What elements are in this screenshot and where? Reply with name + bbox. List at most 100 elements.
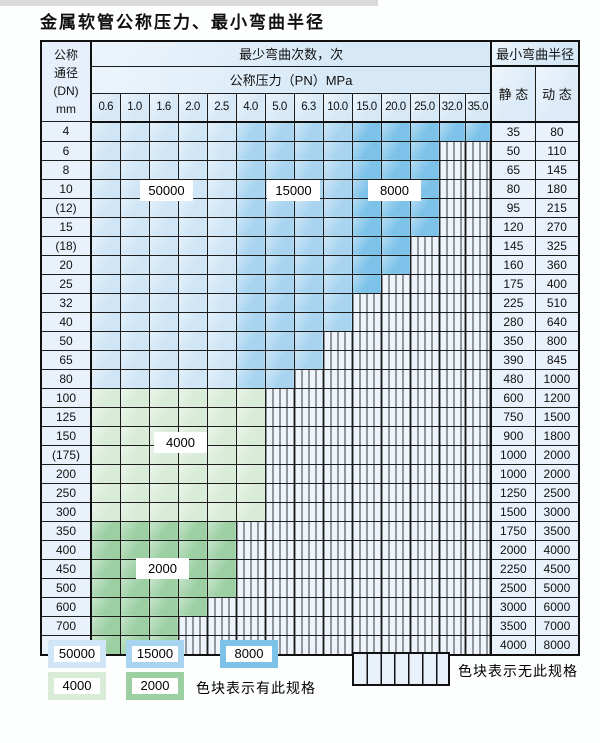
no-spec-cell xyxy=(264,501,295,522)
no-spec-cell xyxy=(322,634,353,655)
no-spec-cell xyxy=(293,615,324,636)
no-spec-cell xyxy=(380,577,411,598)
spec-cell xyxy=(264,121,295,142)
spec-cell xyxy=(235,463,266,484)
no-spec-cell xyxy=(351,539,382,560)
static-cell: 50 xyxy=(490,140,536,161)
spec-cell xyxy=(177,216,208,237)
dynamic-cell: 1000 xyxy=(534,368,580,389)
spec-cell xyxy=(409,216,440,237)
static-cell: 280 xyxy=(490,311,536,332)
no-spec-cell xyxy=(380,634,411,655)
cycles-overlay-15000: 15000 xyxy=(267,180,320,201)
no-spec-cell xyxy=(464,235,493,256)
spec-cell xyxy=(235,121,266,142)
spec-cell xyxy=(119,444,150,465)
pressure-header-2.0: 2.0 xyxy=(177,92,208,123)
spec-cell xyxy=(206,501,237,522)
static-cell: 750 xyxy=(490,406,536,427)
no-spec-cell xyxy=(464,558,493,579)
static-cell: 350 xyxy=(490,330,536,351)
no-spec-cell xyxy=(409,615,440,636)
no-spec-cell xyxy=(409,330,440,351)
table-row-dn-12: (12) 95 215 xyxy=(40,197,580,218)
spec-cell xyxy=(119,482,150,503)
static-cell: 480 xyxy=(490,368,536,389)
dn-cell: 50 xyxy=(40,330,92,351)
spec-cell xyxy=(235,273,266,294)
spec-cell xyxy=(119,121,150,142)
no-spec-cell xyxy=(438,577,466,598)
no-spec-cell xyxy=(235,558,266,579)
spec-cell xyxy=(206,140,237,161)
table-row-dn-15: 15 120 270 xyxy=(40,216,580,237)
spec-cell xyxy=(206,539,237,560)
spec-cell xyxy=(119,216,150,237)
cycles-overlay-4000: 4000 xyxy=(154,432,207,453)
dynamic-cell: 1200 xyxy=(534,387,580,408)
spec-cell xyxy=(264,216,295,237)
static-cell: 2000 xyxy=(490,539,536,560)
dn-cell: 8 xyxy=(40,159,92,180)
no-spec-cell xyxy=(380,501,411,522)
no-spec-cell xyxy=(264,406,295,427)
spec-cell xyxy=(293,273,324,294)
no-spec-cell xyxy=(438,178,466,199)
spec-cell xyxy=(206,482,237,503)
no-spec-cell xyxy=(380,330,411,351)
no-spec-cell xyxy=(351,444,382,465)
no-spec-cell xyxy=(438,406,466,427)
spec-cell xyxy=(322,216,353,237)
dn-cell: 100 xyxy=(40,387,92,408)
spec-cell xyxy=(177,159,208,180)
nominal-pressure-header: 公称压力（PN）MPa xyxy=(90,65,493,94)
static-cell: 120 xyxy=(490,216,536,237)
spec-cell xyxy=(206,425,237,446)
spec-cell xyxy=(235,368,266,389)
dynamic-cell: 3500 xyxy=(534,520,580,541)
spec-cell xyxy=(409,121,440,142)
no-spec-cell xyxy=(322,520,353,541)
spec-cell xyxy=(206,178,237,199)
no-spec-cell xyxy=(235,615,266,636)
spec-cell xyxy=(206,349,237,370)
static-cell: 65 xyxy=(490,159,536,180)
legend-chip-15000: 15000 xyxy=(126,640,184,668)
spec-cell xyxy=(148,140,179,161)
no-spec-cell xyxy=(351,406,382,427)
spec-cell xyxy=(119,197,150,218)
legend-hatch-sample xyxy=(352,652,450,686)
dynamic-cell: 2500 xyxy=(534,482,580,503)
no-spec-cell xyxy=(322,463,353,484)
spec-cell xyxy=(322,254,353,275)
dynamic-cell: 325 xyxy=(534,235,580,256)
no-spec-cell xyxy=(464,349,493,370)
spec-cell xyxy=(90,520,121,541)
static-cell: 1000 xyxy=(490,444,536,465)
spec-cell xyxy=(235,159,266,180)
pressure-header-1.0: 1.0 xyxy=(119,92,150,123)
no-spec-cell xyxy=(264,615,295,636)
legend-chip-4000: 4000 xyxy=(48,672,106,700)
spec-cell xyxy=(464,121,493,142)
no-spec-cell xyxy=(380,444,411,465)
spec-cell xyxy=(206,463,237,484)
no-spec-cell xyxy=(380,273,411,294)
spec-cell xyxy=(293,349,324,370)
table-row-dn-125: 125 750 1500 xyxy=(40,406,580,427)
spec-cell xyxy=(293,292,324,313)
spec-cell xyxy=(206,406,237,427)
dn-cell: (12) xyxy=(40,197,92,218)
static-cell: 225 xyxy=(490,292,536,313)
spec-cell xyxy=(264,197,295,218)
legend-has-spec-note: 色块表示有此规格 xyxy=(196,680,316,696)
spec-cell xyxy=(264,311,295,332)
spec-cell xyxy=(177,349,208,370)
spec-cell xyxy=(264,235,295,256)
static-cell: 95 xyxy=(490,197,536,218)
table-row-dn-4: 4 35 80 xyxy=(40,121,580,142)
static-cell: 2250 xyxy=(490,558,536,579)
no-spec-cell xyxy=(235,539,266,560)
no-spec-cell xyxy=(438,558,466,579)
no-spec-cell xyxy=(206,615,237,636)
